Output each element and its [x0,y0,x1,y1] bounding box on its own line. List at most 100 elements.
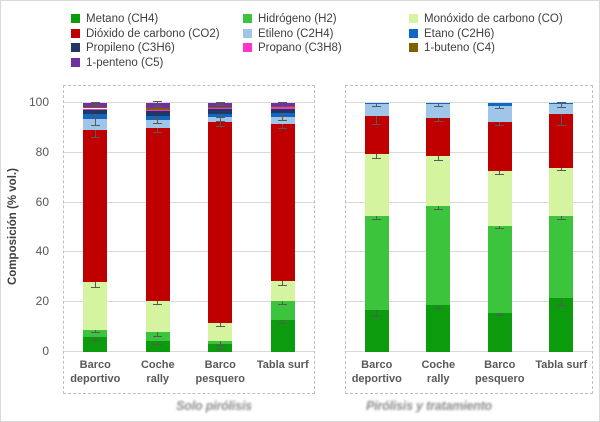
bar-coche-rally [145,101,170,352]
category-label-line: Barco [361,359,393,371]
legend-label: Monóxido de carbono (CO) [424,13,563,25]
legend-swatch-hidrogeno-icon [243,14,252,23]
y-axis-tick-labels: 100 80 60 40 20 0 [1,85,55,394]
bar-segment-etileno [364,104,389,116]
bar-segment-metano [83,337,108,352]
error-bar-penteno [278,101,288,107]
bar-segment-monoxido [426,156,451,206]
legend-label: Propano (C3H8) [258,42,342,54]
bar-segment-metano [487,313,512,352]
legend-label: Dióxido de carbono (CO2) [86,27,220,40]
bar-segment-dioxido [270,123,295,282]
legend-item-hidrogeno: Hidrógeno (H2) [243,13,409,27]
error-bar-penteno [90,101,100,107]
bar-tabla-surf [270,101,295,352]
category-label-line: Coche [140,359,175,371]
error-bar-penteno [153,101,163,107]
bar-segment-metano [270,319,295,352]
gridline [346,201,592,203]
gridline [346,301,592,303]
bar-segment-hidrogeno [487,225,512,314]
legend-swatch-monoxido-icon [409,14,418,23]
bar-segment-etileno [549,104,574,115]
legend-label: Etileno (C2H4) [258,27,334,40]
y-tick-label: 60 [35,194,49,209]
legend-swatch-penteno-icon [71,57,80,67]
bar-segment-hidrogeno [83,329,108,338]
bar-segment-monoxido [487,171,512,226]
bar-segment-etileno [487,106,512,122]
bar-segment-hidrogeno [364,215,389,310]
category-label-line: deportivo [70,373,121,385]
bar-segment-metano [145,340,170,352]
bar-segment-etano [364,103,389,105]
bar-segment-propileno [145,110,170,116]
bar-barco-pesquero [487,103,512,352]
bar-segment-monoxido [145,300,170,333]
category-labels: Barco deportivo Coche rally Barco pesquero Tab… [64,358,314,386]
bar-segment-propileno [208,108,233,114]
bars-row [346,102,592,352]
category-labels: Barco deportivo Coche rally Barco pesquero Tab… [346,358,592,386]
gridline [64,151,314,153]
bar-coche-rally [426,103,451,352]
legend-swatch-etano-icon [409,28,418,38]
bar-segment-monoxido [270,281,295,302]
bar-segment-hidrogeno [549,215,574,299]
legend-item-penteno: 1-penteno (C5) [71,57,243,71]
bar-segment-etano [487,103,512,106]
gridline [64,351,314,352]
category-label-line: pesquero [474,373,525,385]
bar-segment-propano [270,107,295,109]
category-label-line: deportivo [351,373,402,385]
error-bar-penteno [215,101,225,107]
legend-swatch-buteno-icon [409,43,418,52]
category-label-line: pesquero [195,373,245,385]
y-tick-label: 100 [28,95,49,109]
gridline [64,201,314,203]
legend-item-etano: Etano (C2H6) [409,28,563,42]
category-label: Tabla surf [531,358,593,386]
bar-segment-monoxido [364,154,389,216]
bar-segment-dioxido [487,121,512,172]
bar-tabla-surf [549,102,574,352]
legend-item-etileno: Etileno (C2H4) [243,28,409,42]
bar-segment-propileno [83,109,108,115]
error-bar-etileno [556,102,566,108]
category-label-line: Tabla surf [256,359,309,371]
category-label-line: rally [426,373,450,385]
gridline [346,351,592,352]
bar-segment-monoxido [208,323,233,342]
bars-row [64,101,314,352]
bar-segment-etileno [426,104,451,118]
bar-segment-buteno [145,108,170,110]
legend-label: Metano (CH4) [86,13,159,25]
bar-segment-etano [426,103,451,105]
category-label: Coche rally [127,358,190,386]
legend-item-metano: Metano (CH4) [71,13,243,27]
bar-segment-dioxido [208,122,233,324]
legend: Metano (CH4) Hidrógeno (H2) Monóxido de ca… [71,13,563,70]
legend-item-propano: Propano (C3H8) [243,42,409,56]
y-tick-label: 0 [42,344,49,358]
gridline [346,151,592,153]
legend-label: Propileno (C3H6) [86,42,175,54]
category-label: Tabla surf [252,358,315,386]
bar-segment-dioxido [83,130,108,283]
bar-segment-dioxido [145,127,170,301]
gridline [64,251,314,253]
category-label: Barco pesquero [469,358,531,386]
legend-label: 1-penteno (C5) [86,56,164,69]
category-label: Coche rally [408,358,470,386]
category-label-line: Tabla surf [535,359,588,371]
bar-segment-metano [549,298,574,352]
bar-segment-propano [83,108,108,110]
bar-segment-monoxido [83,282,108,330]
bar-barco-pesquero [208,101,233,352]
bar-segment-metano [426,304,451,352]
legend-swatch-propileno-icon [71,43,80,52]
panel-pirolisis-tratamiento: Barco deportivo Coche rally Barco pesquero Tab… [345,85,593,394]
category-label: Barco deportivo [346,358,408,386]
legend-item-buteno: 1-buteno (C4) [409,42,563,56]
